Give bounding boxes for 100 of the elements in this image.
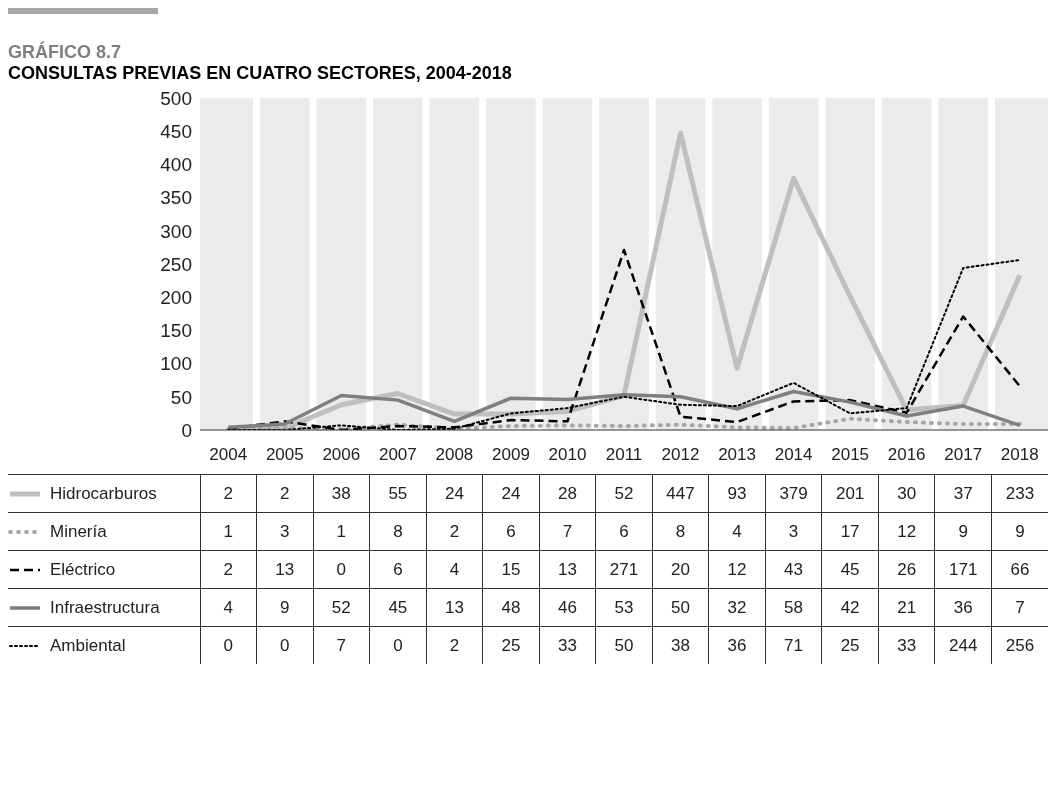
data-label: 3 [765,512,822,551]
data-label: 201 [821,474,879,513]
data-label: 2 [200,474,257,513]
data-label: 25 [482,626,540,664]
x-tick-label: 2004 [209,445,248,465]
y-tick-label: 100 [160,353,192,375]
data-label: 0 [313,550,370,589]
y-tick-label: 250 [160,253,192,275]
data-label: 38 [313,474,370,513]
data-label: 52 [313,588,370,627]
x-tick-label: 2006 [322,445,361,465]
x-tick-label: 2015 [831,445,870,465]
data-label: 233 [991,474,1048,513]
x-tick-label: 2013 [718,445,756,465]
x-tick-label: 2014 [774,445,813,465]
data-label: 13 [426,588,483,627]
legend-label: Ambiental [50,635,126,655]
x-tick-label: 2010 [548,445,587,465]
y-tick-label: 300 [160,220,192,242]
data-label: 38 [652,626,709,664]
data-label: 50 [595,626,653,664]
data-label: 1 [313,512,370,551]
data-label: 66 [991,550,1048,589]
data-label: 45 [821,550,879,589]
data-label: 36 [934,588,992,627]
data-label: 0 [200,626,257,664]
data-label: 45 [369,588,427,627]
data-label: 0 [256,626,314,664]
data-label: 256 [991,626,1048,664]
data-label: 12 [878,512,935,551]
data-label: 6 [482,512,540,551]
data-label: 13 [256,550,314,589]
data-label: 1 [200,512,257,551]
data-label: 26 [878,550,935,589]
data-label: 2 [256,474,314,513]
legend-label: Minería [50,521,107,541]
data-label: 6 [369,550,427,589]
x-tick-label: 2016 [887,445,926,465]
y-tick-label: 50 [170,386,192,408]
x-tick-label: 2009 [492,445,530,465]
data-label: 7 [991,588,1048,627]
data-label: 71 [765,626,822,664]
data-label: 4 [708,512,766,551]
x-tick-label: 2005 [265,445,304,465]
y-tick-label: 350 [160,187,192,209]
data-label: 93 [708,474,766,513]
data-label: 50 [652,588,709,627]
data-label: 37 [934,474,992,513]
legend-label: Hidrocarburos [50,483,157,503]
data-label: 12 [708,550,766,589]
data-label: 52 [595,474,653,513]
y-tick-label: 0 [181,419,192,441]
legend-label: Eléctrico [50,559,116,579]
data-label: 8 [652,512,709,551]
data-label: 17 [821,512,879,551]
y-tick-label: 200 [160,286,192,308]
data-label: 33 [539,626,596,664]
data-label: 42 [821,588,879,627]
data-label: 24 [482,474,540,513]
data-label: 25 [821,626,879,664]
y-tick-label: 400 [160,154,192,176]
data-label: 9 [991,512,1048,551]
data-label: 28 [539,474,596,513]
data-label: 53 [595,588,653,627]
data-label: 2 [426,626,483,664]
data-label: 24 [426,474,483,513]
data-label: 0 [369,626,427,664]
x-tick-label: 2018 [1000,445,1039,465]
y-tick-label: 450 [160,120,192,142]
data-label: 7 [539,512,596,551]
chart-subtitle: CONSULTAS PREVIAS EN CUATRO SECTORES, 2004-2018 [8,63,513,84]
data-label: 21 [878,588,935,627]
data-label: 244 [934,626,992,664]
data-label: 271 [595,550,653,589]
data-label: 48 [482,588,540,627]
data-label: 20 [652,550,709,589]
data-label: 447 [652,474,709,513]
data-label: 8 [369,512,427,551]
x-tick-label: 2007 [378,445,417,465]
data-label: 6 [595,512,653,551]
data-label: 379 [765,474,822,513]
data-label: 46 [539,588,596,627]
data-label: 55 [369,474,427,513]
data-label: 9 [934,512,992,551]
data-label: 32 [708,588,766,627]
data-label: 36 [708,626,766,664]
data-label: 2 [200,550,257,589]
x-tick-label: 2011 [605,445,643,465]
data-label: 7 [313,626,370,664]
data-label: 3 [256,512,314,551]
data-label: 4 [426,550,483,589]
data-label: 4 [200,588,257,627]
data-label: 171 [934,550,992,589]
data-label: 9 [256,588,314,627]
data-label: 15 [482,550,540,589]
chart-title: GRÁFICO 8.7 [8,42,123,63]
data-label: 13 [539,550,596,589]
data-label: 2 [426,512,483,551]
y-tick-label: 150 [160,320,192,342]
data-label: 58 [765,588,822,627]
